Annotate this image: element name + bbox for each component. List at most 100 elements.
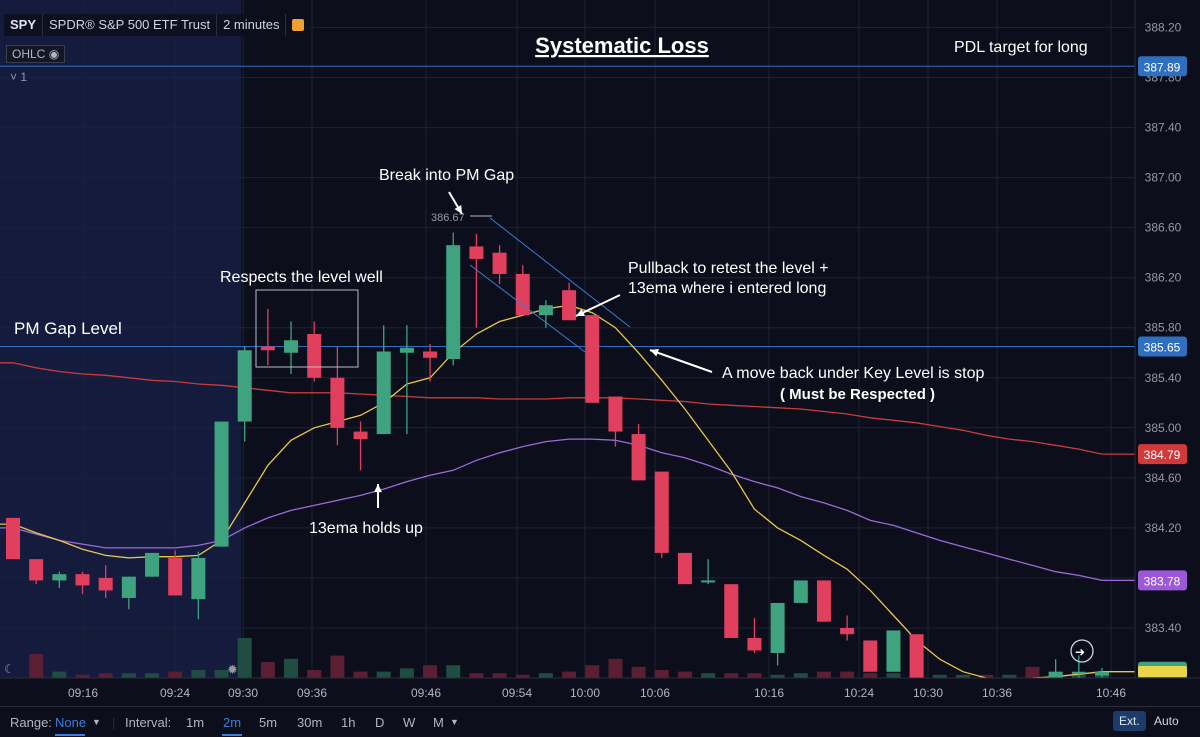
- candle-body-36: [840, 627, 855, 635]
- x-tick-11: 10:36: [982, 686, 1012, 700]
- volume-bar-15: [353, 671, 368, 678]
- range-select[interactable]: None: [55, 715, 87, 730]
- volume-bar-3: [75, 674, 90, 678]
- candle-34: [793, 580, 808, 603]
- arrow-break-head: [454, 205, 462, 214]
- caret-down-icon-2[interactable]: ▼: [450, 717, 459, 727]
- candle-body-6: [145, 552, 160, 577]
- y-tick-10: 384.20: [1145, 521, 1182, 535]
- x-tick-9: 10:24: [844, 686, 874, 700]
- high-marker-label: 386.67: [431, 212, 465, 224]
- x-tick-4: 09:46: [411, 686, 441, 700]
- volume-bar-29: [677, 671, 692, 678]
- interval-label[interactable]: 2 minutes: [217, 14, 287, 36]
- sma-red-line: [0, 362, 1135, 455]
- price-tag-label-1: 385.65: [1144, 340, 1181, 354]
- channel-lower: [469, 264, 586, 353]
- candle-35: [816, 580, 831, 622]
- studies-collapse[interactable]: ˅ 1: [10, 70, 27, 84]
- candle-body-30: [701, 580, 716, 583]
- interval-30m[interactable]: 30m: [297, 715, 323, 730]
- volume-bar-44: [1025, 666, 1040, 678]
- y-tick-8: 385.00: [1145, 421, 1182, 435]
- candle-body-31: [724, 584, 739, 638]
- candle-body-10: [237, 350, 252, 422]
- symbol-header[interactable]: SPY SPDR® S&P 500 ETF Trust 2 minutes: [4, 14, 311, 36]
- interval-1h[interactable]: 1h: [341, 715, 356, 730]
- pdl-annotation: PDL target for long: [954, 39, 1088, 56]
- eye-off-icon[interactable]: ◉: [48, 47, 60, 61]
- x-tick-10: 10:30: [913, 686, 943, 700]
- volume-bar-2: [52, 671, 67, 678]
- x-tick-3: 09:36: [297, 686, 327, 700]
- candle-37: [863, 640, 878, 672]
- pm-gap-annotation: PM Gap Level: [14, 319, 122, 338]
- candle-body-9: [214, 421, 229, 547]
- interval-5m[interactable]: 5m: [259, 715, 278, 730]
- y-tick-6: 385.80: [1145, 321, 1182, 335]
- break-annotation: Break into PM Gap: [379, 167, 514, 184]
- price-tag-1: [1138, 336, 1187, 357]
- volume-bar-14: [330, 655, 345, 678]
- y-tick-3: 387.00: [1145, 171, 1182, 185]
- candle-17: [399, 325, 414, 435]
- candle-body-27: [631, 434, 646, 481]
- volume-bar-34: [793, 673, 808, 678]
- ema-holds-annotation: 13ema holds up: [309, 520, 423, 537]
- volume-bar-37: [863, 673, 878, 678]
- chevron-down-icon[interactable]: ˅: [10, 70, 18, 84]
- ema-price-tag: [1138, 666, 1187, 677]
- interval-1m[interactable]: 1m: [186, 715, 205, 730]
- volume-bar-11: [260, 662, 275, 678]
- interval-w[interactable]: W: [403, 715, 416, 730]
- respects-annotation: Respects the level well: [220, 269, 383, 286]
- candle-23: [538, 300, 553, 328]
- interval-2m[interactable]: 2m: [223, 715, 242, 730]
- volume-bar-20: [469, 673, 484, 678]
- volume-bar-25: [585, 665, 600, 678]
- price-chart[interactable]: 386.67 Systematic Loss PDL target for long…: [0, 0, 1200, 706]
- auto-scale-button[interactable]: Auto: [1154, 714, 1179, 728]
- ema13-line: [0, 304, 1135, 682]
- candle-5: [121, 576, 136, 610]
- notes-icon[interactable]: [292, 19, 305, 31]
- volume-bar-35: [816, 671, 831, 678]
- y-tick-7: 385.40: [1145, 371, 1182, 385]
- volume-bar-36: [840, 671, 855, 678]
- ohlc-label: OHLC: [12, 47, 46, 61]
- candle-body-7: [168, 557, 183, 596]
- divider: |: [112, 715, 116, 730]
- candle-body-16: [376, 351, 391, 435]
- candle-body-14: [330, 377, 345, 428]
- x-tick-0: 09:16: [68, 686, 98, 700]
- respect-box: [255, 289, 359, 368]
- volume-bar-19: [446, 665, 461, 678]
- ext-hours-button[interactable]: Ext.: [1113, 711, 1146, 731]
- moon-icon: ☾: [4, 662, 15, 676]
- x-tick-8: 10:16: [754, 686, 784, 700]
- interval-m[interactable]: M: [433, 715, 444, 730]
- volume-bar-21: [492, 673, 507, 678]
- caret-down-icon[interactable]: ▼: [92, 717, 101, 727]
- candle-33: [770, 602, 785, 666]
- symbol-ticker[interactable]: SPY: [4, 14, 44, 36]
- x-tick-1: 09:24: [160, 686, 190, 700]
- candle-46: [1071, 655, 1086, 678]
- pullback-annotation-1: Pullback to retest the level +: [628, 260, 829, 277]
- chart-title: Systematic Loss: [535, 33, 709, 58]
- candle-body-19: [446, 245, 461, 360]
- candle-body-33: [770, 602, 785, 653]
- candle-body-47: [1094, 671, 1109, 676]
- candle-39: [909, 634, 924, 685]
- scroll-right-icon[interactable]: [1070, 639, 1094, 663]
- candle-32: [747, 617, 762, 653]
- ohlc-toggle[interactable]: OHLC ◉: [6, 45, 66, 63]
- candle-body-24: [562, 290, 577, 321]
- interval-d[interactable]: D: [375, 715, 385, 730]
- candle-31: [724, 584, 739, 638]
- x-tick-2: 09:30: [228, 686, 258, 700]
- candle-19: [446, 232, 461, 366]
- candle-9: [214, 421, 229, 547]
- candle-16: [376, 325, 391, 435]
- volume-bar-12: [284, 658, 299, 678]
